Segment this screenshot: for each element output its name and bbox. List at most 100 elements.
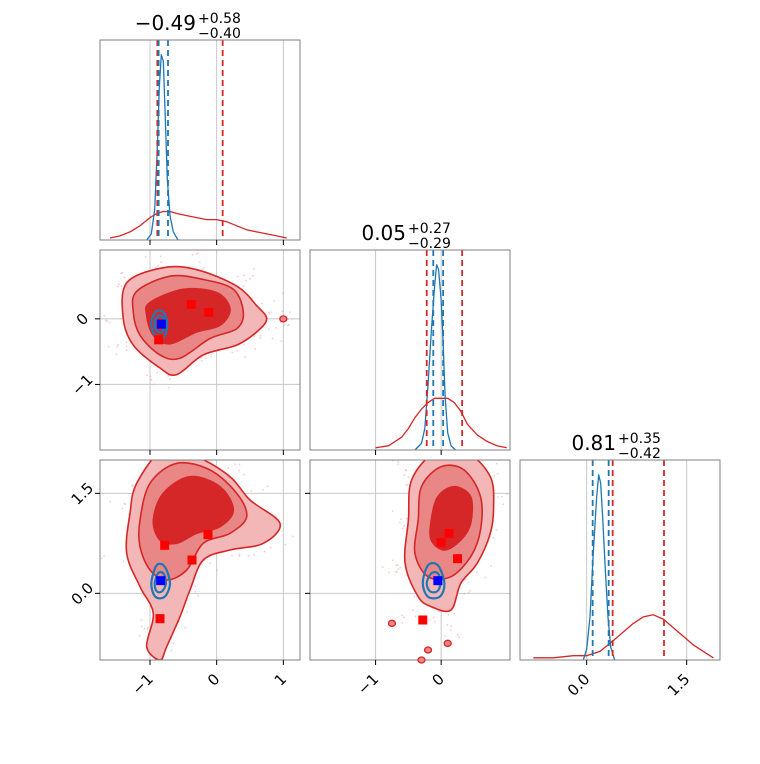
scatter-dot [397, 460, 400, 463]
scatter-dot [200, 359, 203, 362]
scatter-dot [115, 353, 118, 356]
scatter-dot [238, 463, 241, 466]
blue-contour-level-1 [153, 571, 168, 594]
scatter-dot [394, 570, 397, 573]
scatter-dot [116, 345, 119, 348]
red-contour-island [423, 646, 433, 654]
scatter-dot [144, 256, 147, 258]
scatter-dot [475, 571, 478, 573]
x-tick-label: 0 [204, 670, 223, 689]
scatter-dot [404, 469, 407, 471]
scatter-dot [458, 636, 461, 639]
scatter-dot [399, 566, 402, 569]
scatter-dot [103, 315, 106, 317]
scatter-dot [501, 495, 503, 498]
scatter-dot [467, 591, 470, 594]
x-tick-label: −1 [128, 670, 156, 698]
scatter-dot [391, 510, 394, 513]
scatter-dot [153, 383, 155, 386]
hist-red-2 [533, 614, 714, 659]
scatter-dot [140, 625, 143, 628]
scatter-dot [391, 559, 394, 562]
scatter-dot [268, 312, 271, 315]
panel-frame [99, 39, 301, 241]
red-marker [154, 335, 164, 345]
scatter-dot [414, 615, 417, 618]
y-tick-label: −1 [68, 371, 96, 399]
scatter-dot [156, 371, 158, 374]
scatter-dot [290, 317, 293, 320]
scatter-dot [495, 462, 498, 465]
red-marker [187, 555, 197, 565]
scatter-dot [103, 555, 106, 558]
scatter-dot [156, 692, 158, 694]
scatter-dot [236, 275, 239, 278]
x-tick-label: 0.0 [564, 670, 594, 700]
blue-contour-level-0 [421, 561, 446, 600]
diag-panel-1: 0.05 +0.27−0.29 [309, 221, 511, 451]
scatter-dot [396, 571, 398, 573]
scatter-dot [164, 444, 166, 446]
scatter-dot [401, 527, 404, 530]
scatter-dot [236, 349, 239, 352]
scatter-dot [254, 348, 257, 351]
scatter-dot [131, 484, 134, 487]
scatter-dot [204, 357, 207, 360]
scatter-dot [159, 255, 162, 258]
scatter-dot [280, 340, 283, 343]
scatter-dot [269, 546, 272, 549]
scatter-dot [166, 456, 168, 458]
pair-content-2 [310, 418, 510, 660]
scatter-dot [273, 300, 276, 302]
scatter-dot [275, 326, 277, 329]
scatter-dot [247, 440, 249, 442]
scatter-dot [108, 321, 111, 324]
scatter-dot [168, 386, 170, 389]
scatter-dot [107, 345, 110, 348]
hist-blue-2 [582, 474, 616, 661]
scatter-dot [125, 345, 128, 348]
scatter-dot [194, 585, 197, 588]
scatter-dot [430, 418, 432, 420]
diag-panel-2: 0.81 +0.35−0.42 [519, 431, 721, 661]
scatter-dot [149, 375, 152, 378]
scatter-dot [253, 553, 255, 556]
scatter-dot [243, 274, 245, 277]
scatter-dot [146, 374, 148, 377]
scatter-dot [302, 510, 304, 512]
scatter-dot [493, 474, 496, 477]
scatter-dot [450, 629, 452, 632]
blue-contour-level-0 [150, 309, 169, 339]
scatter-dot [168, 671, 170, 673]
scatter-dot [216, 569, 219, 572]
blue-marker [156, 576, 166, 586]
scatter-dot [263, 550, 266, 553]
scatter-dot [119, 317, 122, 320]
scatter-dot [120, 285, 123, 288]
scatter-dot [209, 562, 211, 565]
scatter-dot [434, 620, 436, 623]
panel-frame [99, 459, 301, 661]
panel-title-minus-2: −0.42 [618, 446, 661, 462]
scatter-dot [259, 334, 262, 337]
red-contour-level-2 [429, 485, 474, 551]
scatter-dot [125, 349, 128, 352]
panel-title-value-1: 0.05 [361, 221, 406, 245]
panel-title-value-2: 0.81 [571, 431, 616, 455]
scatter-dot [411, 609, 414, 612]
panel-title-plus-1: +0.27 [408, 221, 451, 237]
pair-panel-0 [99, 249, 301, 451]
scatter-dot [201, 268, 204, 271]
panel-frame [99, 249, 301, 451]
scatter-dot [266, 485, 269, 488]
scatter-dot [131, 661, 133, 663]
scatter-dot [403, 616, 406, 619]
scatter-dot [231, 351, 234, 354]
red-marker [436, 538, 446, 548]
scatter-dot [250, 490, 253, 493]
panel-frame [519, 459, 721, 661]
scatter-dot [130, 663, 132, 665]
scatter-dot [234, 463, 236, 466]
y-tick-label: 0.0 [68, 579, 98, 609]
red-contour-island [279, 315, 288, 323]
